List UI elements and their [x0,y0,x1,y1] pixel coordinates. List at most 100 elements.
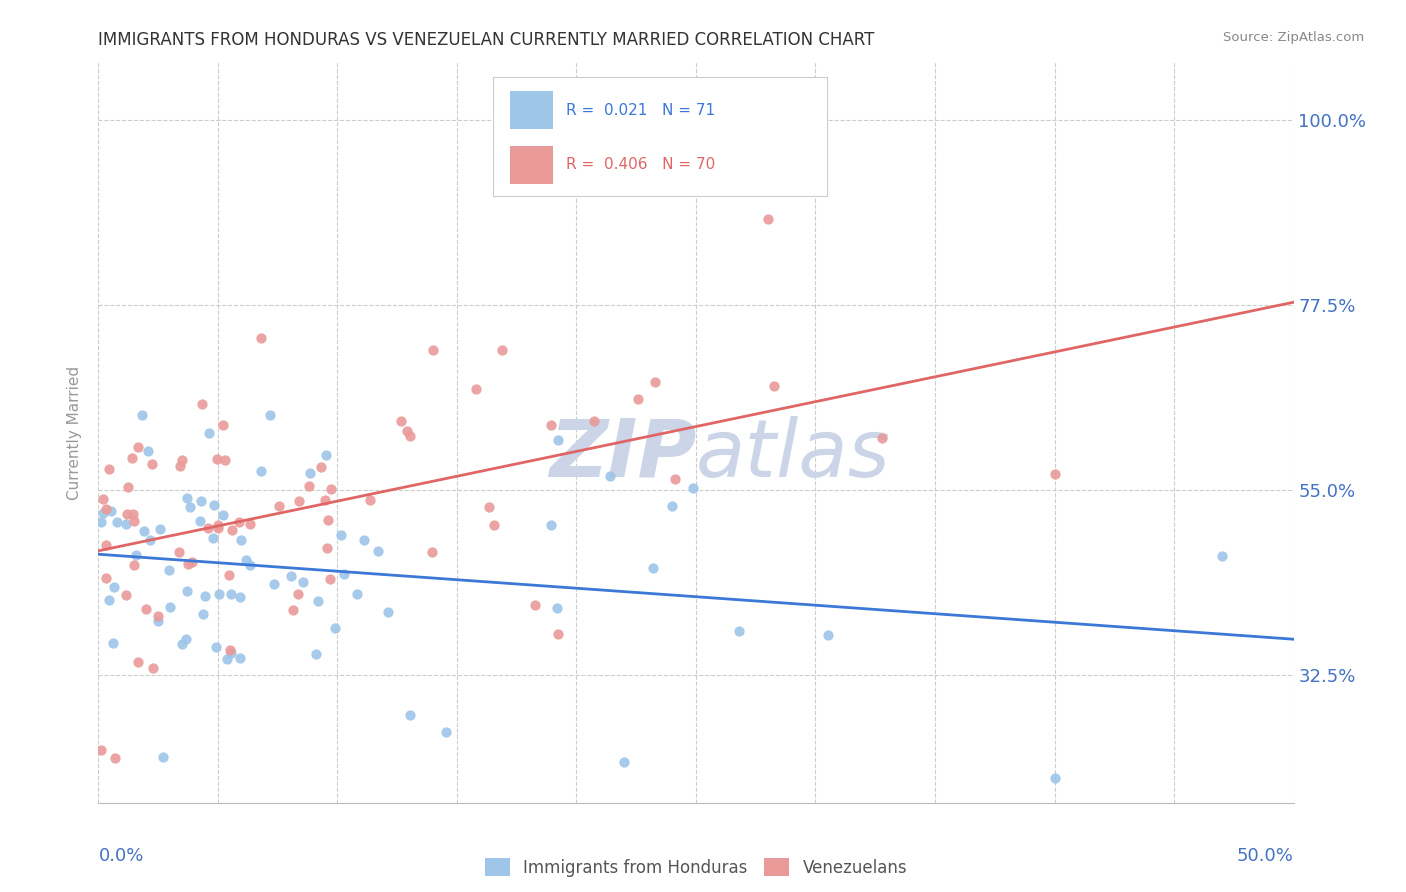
Point [194,589,217,603]
Point [229,533,252,548]
Point [728,624,751,638]
Text: Source: ZipAtlas.com: Source: ZipAtlas.com [1223,31,1364,45]
Point [1043,771,1066,785]
Point [125,548,148,562]
Point [682,481,704,495]
Point [389,414,412,428]
Point [134,524,156,538]
Point [219,587,242,601]
Point [197,425,219,440]
Point [228,515,250,529]
Point [309,459,332,474]
Point [281,603,304,617]
Point [176,584,198,599]
Point [211,417,233,432]
Point [316,541,339,555]
Point [239,558,262,572]
Point [180,555,202,569]
Point [546,601,568,615]
Point [661,499,683,513]
Point [259,408,281,422]
Point [218,643,240,657]
Point [315,448,337,462]
Text: IMMIGRANTS FROM HONDURAS VS VENEZUELAN CURRENTLY MARRIED CORRELATION CHART: IMMIGRANTS FROM HONDURAS VS VENEZUELAN C… [98,31,875,49]
Point [398,708,420,723]
Point [157,563,180,577]
Point [122,558,145,572]
Point [94,501,117,516]
Point [135,602,157,616]
Point [202,498,225,512]
Point [235,552,257,566]
Point [105,515,128,529]
Point [217,652,239,666]
Point [152,749,174,764]
Point [599,468,621,483]
Point [170,637,193,651]
Point [333,567,356,582]
Point [127,656,149,670]
Point [314,492,336,507]
Point [482,518,505,533]
Point [193,607,215,622]
Point [583,414,606,428]
Point [114,516,136,531]
Text: 50.0%: 50.0% [1237,847,1294,865]
Point [190,493,212,508]
Point [188,514,211,528]
Point [179,500,201,514]
Point [323,621,346,635]
Point [191,397,214,411]
Point [367,543,389,558]
Point [138,533,160,547]
Point [177,557,200,571]
Point [103,580,125,594]
Point [115,588,138,602]
Point [239,516,262,531]
Point [305,647,328,661]
Point [547,433,569,447]
Point [221,646,243,660]
Point [478,500,501,514]
Point [100,504,122,518]
Point [316,513,339,527]
Point [174,632,197,646]
Point [97,462,120,476]
Point [298,478,321,492]
Point [90,743,112,757]
Point [263,577,285,591]
Point [346,587,368,601]
Point [491,343,513,357]
Point [319,572,342,586]
Point [142,661,165,675]
Point [214,453,236,467]
Text: atlas: atlas [696,416,891,494]
Point [91,506,114,520]
Point [250,464,273,478]
Text: ZIP: ZIP [548,416,696,494]
Point [398,429,420,443]
Point [141,457,163,471]
Point [540,518,562,533]
Point [307,594,329,608]
Point [202,531,225,545]
Point [122,508,145,522]
Point [104,750,127,764]
Point [148,614,170,628]
Point [298,467,321,481]
Point [176,491,198,505]
Point [288,493,311,508]
Point [396,425,419,439]
Point [94,571,117,585]
Point [280,568,302,582]
Point [115,507,138,521]
Point [122,514,145,528]
Point [870,431,893,445]
Point [127,440,149,454]
Point [146,609,169,624]
Point [627,392,650,407]
Point [547,627,569,641]
Point [434,724,457,739]
Point [229,590,252,604]
Point [267,499,290,513]
